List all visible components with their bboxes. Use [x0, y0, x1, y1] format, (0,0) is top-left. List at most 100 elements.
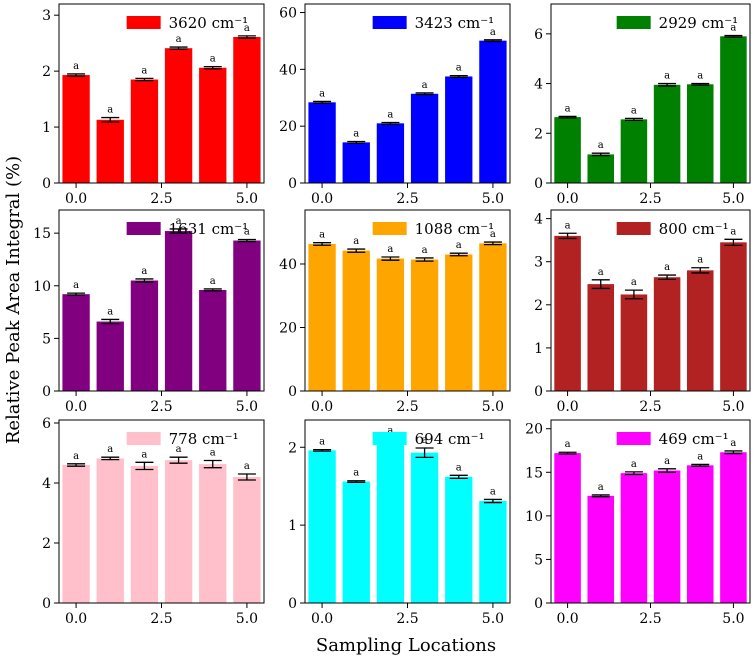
- panel-1-bar-4: [164, 48, 193, 183]
- panel-5-legend-label: 1088 cm⁻¹: [415, 220, 495, 238]
- panel-1-significance-letter-5: a: [210, 54, 216, 65]
- panel-8-bar-2: [342, 481, 370, 603]
- panel-2-bar-2: [342, 142, 370, 183]
- panel-8-ytick-label-3: 2: [288, 440, 297, 456]
- panel-3-significance-letter-5: a: [697, 71, 703, 82]
- x-axis-title: Sampling Locations: [316, 635, 496, 656]
- panel-4-significance-letter-3: a: [141, 266, 147, 277]
- panel-6-xtick-label-3: 5.0: [722, 399, 744, 415]
- panel-8-significance-letter-5: a: [456, 462, 462, 473]
- panel-1-xtick-label-2: 2.5: [150, 191, 172, 207]
- panel-9-bar-2: [587, 495, 615, 603]
- panel-6-ytick-label-3: 2: [534, 298, 543, 314]
- panel-7-xtick-label-3: 5.0: [236, 611, 258, 627]
- panel-5-ytick-label-3: 40: [279, 257, 297, 273]
- panel-4-significance-letter-4: a: [176, 216, 182, 227]
- panel-8-significance-letter-6: a: [490, 486, 496, 497]
- panel-5-legend-swatch: [372, 222, 407, 235]
- panel-3: a a a a a a 0 2 4 6 0.0 2.5 5.0 2929 cm⁻¹: [534, 3, 751, 207]
- panel-6-ytick-label-1: 0: [534, 384, 543, 400]
- panel-5-xtick-label-1: 0.0: [311, 399, 333, 415]
- panel-7-significance-letter-3: a: [141, 449, 147, 460]
- panel-3-ytick-label-1: 0: [534, 176, 543, 192]
- panel-3-legend-swatch: [616, 16, 651, 29]
- panel-7-bar-6: [233, 477, 261, 603]
- panel-3-legend-label: 2929 cm⁻¹: [659, 14, 739, 32]
- panel-2: a a a a a a 0 20 40 60 0.0 2.5 5.0 3423 cm⁻¹: [279, 3, 511, 207]
- panel-9-significance-letter-4: a: [664, 456, 670, 467]
- panel-3-ytick-label-4: 6: [534, 27, 543, 43]
- panel-8-ytick-label-2: 1: [288, 518, 297, 534]
- panel-9-bar-3: [620, 473, 648, 603]
- panel-2-bar-1: [308, 102, 336, 183]
- panel-4-bar-6: [233, 240, 261, 391]
- panel-9-xtick-label-2: 2.5: [639, 611, 661, 627]
- panel-4-significance-letter-1: a: [73, 280, 79, 291]
- panel-5-significance-letter-1: a: [319, 230, 325, 241]
- panel-6-bar-3: [620, 294, 648, 391]
- panel-2-bar-3: [376, 123, 405, 183]
- panel-3-bar-5: [686, 84, 714, 183]
- panel-7-xtick-label-1: 0.0: [65, 611, 87, 627]
- panel-9-ytick-label-4: 15: [525, 465, 543, 481]
- panel-8-bar-4: [410, 452, 439, 603]
- panel-3-xtick-label-3: 5.0: [722, 191, 744, 207]
- panel-6-significance-letter-1: a: [565, 220, 571, 231]
- panel-2-legend-label: 3423 cm⁻¹: [415, 14, 495, 32]
- panel-9-ytick-label-5: 20: [525, 422, 543, 438]
- panel-1-bar-1: [62, 75, 90, 183]
- panel-2-xtick-label-3: 5.0: [482, 191, 504, 207]
- panel-8-significance-letter-4: a: [422, 435, 428, 446]
- panel-3-bar-2: [587, 154, 615, 183]
- panel-7-bar-4: [164, 460, 193, 603]
- panel-2-bar-4: [410, 93, 439, 183]
- panel-3-significance-letter-2: a: [598, 140, 604, 151]
- panel-9: a a a a a a 0 5 10 15 20 0.0 2.5 5.0 469 cm⁻¹: [525, 419, 751, 627]
- panel-5-bar-6: [479, 243, 507, 391]
- panel-3-ytick-label-2: 2: [534, 126, 543, 142]
- panel-6-bar-4: [653, 277, 681, 391]
- panel-4-bar-4: [164, 231, 193, 391]
- panel-4-significance-letter-6: a: [244, 226, 250, 237]
- panel-5-significance-letter-6: a: [490, 229, 496, 240]
- panel-4-bar-1: [62, 294, 90, 391]
- panel-6-legend-label: 800 cm⁻¹: [659, 220, 729, 238]
- panel-2-xtick-label-2: 2.5: [396, 191, 418, 207]
- panel-1-significance-letter-4: a: [176, 34, 182, 45]
- panel-4: a a a a a a 0 5 10 15 0.0 2.5 5.0 1631 cm⁻¹: [33, 209, 265, 415]
- panel-4-bar-2: [96, 321, 124, 391]
- panel-9-significance-letter-6: a: [730, 438, 736, 449]
- panel-6-xtick-label-2: 2.5: [639, 399, 661, 415]
- panel-3-bar-6: [720, 36, 747, 183]
- panel-5-ytick-label-1: 0: [288, 384, 297, 400]
- panel-3-xtick-label-1: 0.0: [556, 191, 578, 207]
- panel-5-significance-letter-2: a: [353, 236, 359, 247]
- panel-3-significance-letter-6: a: [730, 23, 736, 34]
- panel-9-legend-label: 469 cm⁻¹: [659, 430, 729, 448]
- panel-5-bar-1: [308, 243, 336, 391]
- panel-7-bar-5: [199, 464, 227, 603]
- panel-8-xtick-label-2: 2.5: [396, 611, 418, 627]
- panel-8-significance-letter-3: a: [387, 426, 393, 437]
- panel-6-ytick-label-5: 4: [534, 212, 543, 228]
- panel-1-xtick-label-1: 0.0: [65, 191, 87, 207]
- panel-4-ytick-label-1: 0: [42, 384, 51, 400]
- panel-3-xtick-label-2: 2.5: [639, 191, 661, 207]
- panel-1-bar-2: [96, 119, 124, 183]
- panel-1-ytick-label-3: 2: [42, 64, 51, 80]
- panel-3-bar-3: [620, 119, 648, 183]
- panel-7-legend-label: 778 cm⁻¹: [169, 430, 239, 448]
- panel-4-xtick-label-2: 2.5: [150, 399, 172, 415]
- panel-3-bar-1: [554, 117, 581, 183]
- panel-6-bar-1: [554, 235, 581, 391]
- panel-5-bar-3: [376, 258, 405, 391]
- panel-5-ytick-label-2: 20: [279, 320, 297, 336]
- panel-6-legend-swatch: [616, 222, 651, 235]
- panel-4-bar-3: [130, 280, 159, 391]
- panel-7-bar-3: [130, 465, 159, 603]
- panel-4-ytick-label-3: 10: [33, 279, 51, 295]
- panel-7-ytick-label-1: 0: [42, 596, 51, 612]
- panel-7-significance-letter-2: a: [107, 444, 113, 455]
- panel-2-xtick-label-1: 0.0: [311, 191, 333, 207]
- panel-8-bar-3: [376, 441, 405, 603]
